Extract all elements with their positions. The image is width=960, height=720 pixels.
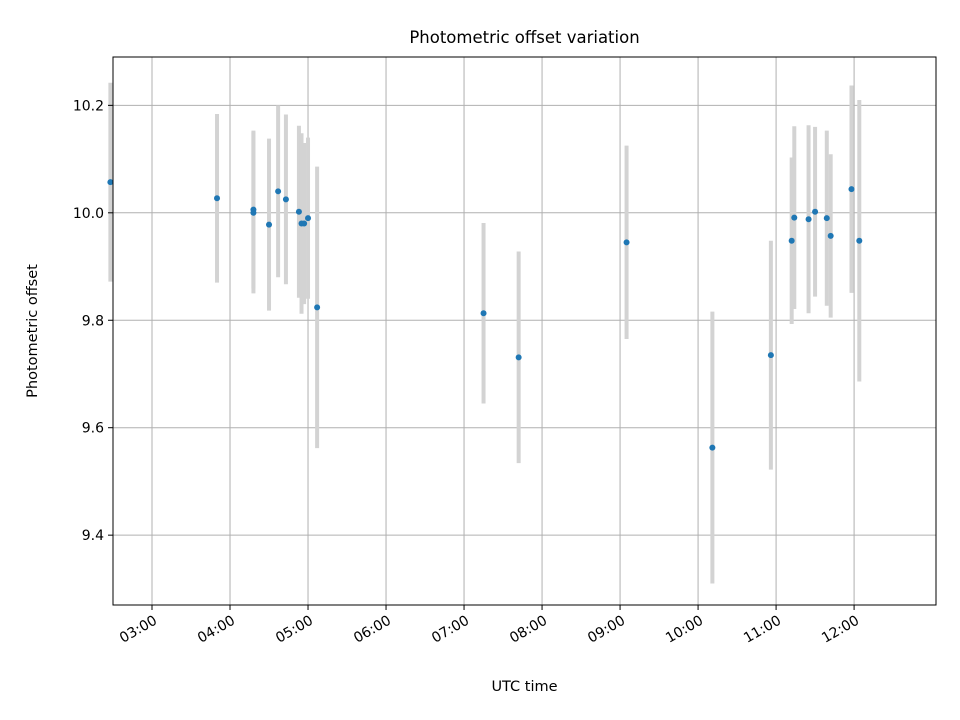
data-point xyxy=(848,186,855,193)
data-point xyxy=(791,214,798,221)
data-point xyxy=(107,179,114,186)
data-point xyxy=(823,215,830,222)
data-point xyxy=(250,209,257,216)
y-tick-label: 9.6 xyxy=(82,421,104,437)
data-point xyxy=(856,237,863,244)
data-point xyxy=(812,208,819,215)
data-point xyxy=(314,304,321,311)
y-tick-label: 9.4 xyxy=(82,528,104,544)
data-point xyxy=(214,195,221,202)
y-tick-label: 10.2 xyxy=(73,98,104,114)
x-axis-label: UTC time xyxy=(491,679,557,695)
data-point xyxy=(515,354,522,361)
y-tick-label: 9.8 xyxy=(82,313,104,329)
plot-area-frame xyxy=(112,56,937,606)
data-point xyxy=(480,310,487,317)
data-point xyxy=(709,444,716,451)
marker-layer xyxy=(107,179,863,451)
data-point xyxy=(275,188,282,195)
data-point xyxy=(295,208,302,215)
chart-title: Photometric offset variation xyxy=(409,28,639,47)
y-axis-label: Photometric offset xyxy=(25,264,41,398)
data-point xyxy=(767,352,774,359)
y-tick-label: 10.0 xyxy=(73,206,104,222)
data-point xyxy=(623,239,630,246)
data-point xyxy=(305,215,312,222)
data-point xyxy=(266,221,273,228)
data-point xyxy=(827,232,834,239)
data-point xyxy=(301,220,308,227)
data-point xyxy=(788,237,795,244)
data-point xyxy=(282,196,289,203)
data-point xyxy=(805,216,812,223)
grid-layer xyxy=(113,57,936,605)
